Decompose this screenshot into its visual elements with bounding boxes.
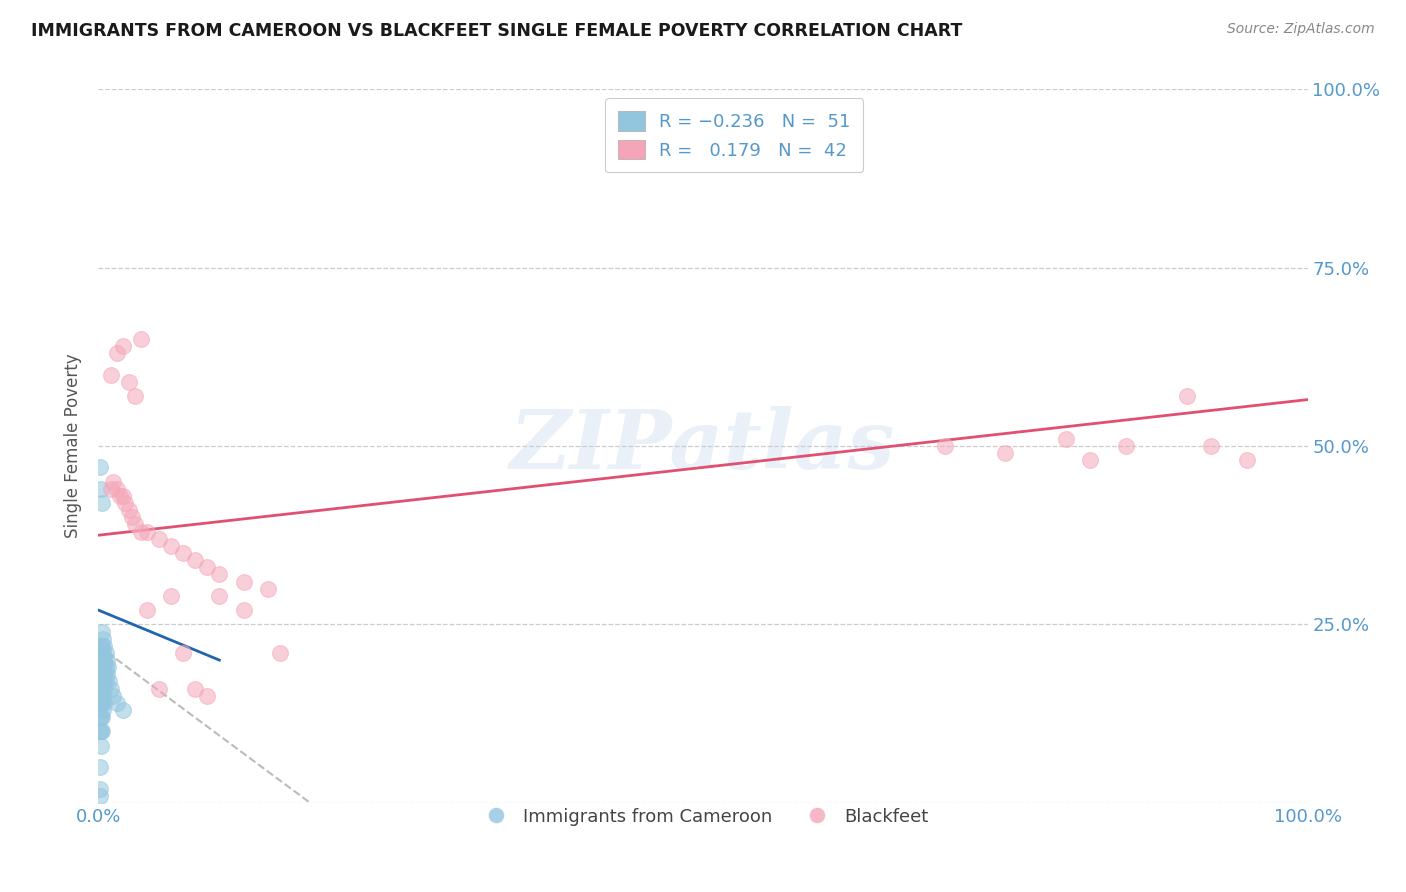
- Point: [135, 524, 157, 539]
- Point: [90, 639, 112, 653]
- Point: [1199, 439, 1222, 453]
- Point: [256, 582, 278, 596]
- Point: [195, 689, 218, 703]
- Point: [89, 681, 111, 696]
- Point: [184, 553, 207, 567]
- Point: [148, 532, 170, 546]
- Text: IMMIGRANTS FROM CAMEROON VS BLACKFEET SINGLE FEMALE POVERTY CORRELATION CHART: IMMIGRANTS FROM CAMEROON VS BLACKFEET SI…: [31, 22, 962, 40]
- Point: [105, 482, 128, 496]
- Point: [101, 689, 124, 703]
- Y-axis label: Single Female Poverty: Single Female Poverty: [65, 354, 83, 538]
- Point: [93, 696, 115, 710]
- Point: [121, 510, 143, 524]
- Point: [89, 789, 111, 803]
- Point: [105, 346, 128, 360]
- Point: [91, 710, 114, 724]
- Point: [91, 724, 114, 739]
- Text: Source: ZipAtlas.com: Source: ZipAtlas.com: [1227, 22, 1375, 37]
- Point: [89, 724, 111, 739]
- Point: [1115, 439, 1137, 453]
- Point: [94, 660, 117, 674]
- Point: [89, 460, 111, 475]
- Point: [90, 710, 112, 724]
- Point: [172, 646, 194, 660]
- Point: [89, 760, 111, 774]
- Point: [98, 674, 121, 689]
- Point: [89, 667, 111, 681]
- Point: [105, 696, 128, 710]
- Point: [91, 674, 114, 689]
- Point: [172, 546, 194, 560]
- Point: [93, 639, 115, 653]
- Point: [91, 639, 114, 653]
- Point: [91, 632, 114, 646]
- Point: [91, 689, 114, 703]
- Point: [91, 646, 114, 660]
- Point: [232, 574, 254, 589]
- Point: [90, 653, 112, 667]
- Point: [195, 560, 218, 574]
- Point: [89, 653, 111, 667]
- Point: [114, 496, 136, 510]
- Point: [94, 646, 117, 660]
- Point: [93, 653, 115, 667]
- Point: [100, 681, 122, 696]
- Point: [90, 482, 112, 496]
- Point: [124, 517, 146, 532]
- Point: [1054, 432, 1077, 446]
- Point: [100, 482, 122, 496]
- Point: [208, 567, 231, 582]
- Point: [89, 710, 111, 724]
- Point: [111, 703, 134, 717]
- Point: [111, 489, 134, 503]
- Point: [1078, 453, 1101, 467]
- Point: [108, 489, 131, 503]
- Point: [91, 667, 114, 681]
- Point: [118, 375, 141, 389]
- Point: [94, 674, 117, 689]
- Point: [124, 389, 146, 403]
- Point: [90, 660, 112, 674]
- Point: [208, 589, 231, 603]
- Point: [91, 681, 114, 696]
- Point: [135, 603, 157, 617]
- Point: [90, 739, 112, 753]
- Point: [93, 681, 115, 696]
- Point: [129, 524, 152, 539]
- Point: [269, 646, 291, 660]
- Point: [91, 696, 114, 710]
- Point: [96, 653, 118, 667]
- Point: [100, 368, 122, 382]
- Point: [232, 603, 254, 617]
- Point: [91, 660, 114, 674]
- Legend: Immigrants from Cameroon, Blackfeet: Immigrants from Cameroon, Blackfeet: [471, 801, 935, 833]
- Text: ZIPatlas: ZIPatlas: [510, 406, 896, 486]
- Point: [101, 475, 124, 489]
- Point: [91, 703, 114, 717]
- Point: [111, 339, 134, 353]
- Point: [184, 681, 207, 696]
- Point: [934, 439, 956, 453]
- Point: [160, 589, 183, 603]
- Point: [160, 539, 183, 553]
- Point: [97, 660, 120, 674]
- Point: [148, 681, 170, 696]
- Point: [91, 653, 114, 667]
- Point: [91, 496, 114, 510]
- Point: [129, 332, 152, 346]
- Point: [90, 724, 112, 739]
- Point: [994, 446, 1017, 460]
- Point: [118, 503, 141, 517]
- Point: [89, 696, 111, 710]
- Point: [90, 674, 112, 689]
- Point: [93, 667, 115, 681]
- Point: [90, 689, 112, 703]
- Point: [90, 696, 112, 710]
- Point: [1175, 389, 1198, 403]
- Point: [1236, 453, 1258, 467]
- Point: [91, 624, 114, 639]
- Point: [96, 667, 118, 681]
- Point: [89, 781, 111, 796]
